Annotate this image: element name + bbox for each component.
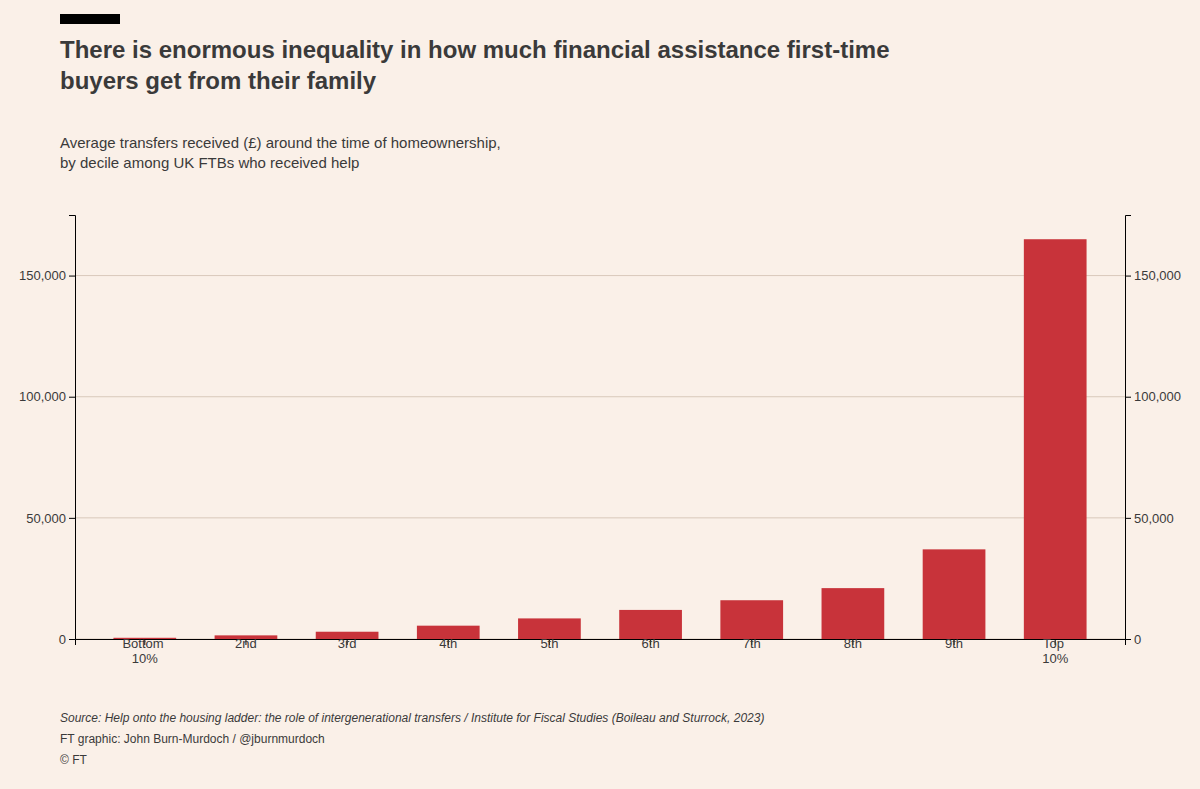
title: There is enormous inequality in how much…: [60, 36, 896, 94]
y2-tick-mark: [1125, 518, 1131, 519]
x-tick: 2nd: [235, 636, 257, 651]
y-axis-line: [69, 216, 76, 640]
bar: [1024, 239, 1087, 639]
x-tick-label: Bottom 10%: [122, 636, 167, 666]
y-tick: 50,000: [26, 511, 75, 526]
y-tick-mark: [69, 639, 75, 640]
y-tick: 100,000: [19, 389, 75, 404]
y2-tick-label: 150,000: [1134, 268, 1181, 283]
y2-tick: 150,000: [1125, 268, 1181, 283]
y2-axis-line: [1126, 216, 1132, 640]
grid-line: [75, 517, 1125, 518]
grid: [75, 276, 1125, 639]
y2-tick-mark: [1125, 276, 1131, 277]
background: [0, 0, 1200, 789]
x-tick: 6th: [642, 636, 660, 651]
brand-bar: [60, 14, 120, 24]
y-tick-label: 100,000: [19, 389, 66, 404]
bar: [720, 600, 783, 639]
x-tick: 3rd: [338, 636, 357, 651]
annotation: FT graphic: John Burn-Murdoch / @jburnmu…: [60, 732, 325, 746]
bars: [113, 239, 1086, 639]
y2-tick-label: 0: [1134, 632, 1141, 647]
y-tick-mark: [69, 397, 75, 398]
x-tick-label: 8th: [844, 636, 862, 651]
x-tick-label: 5th: [540, 636, 558, 651]
y-tick-label: 50,000: [26, 511, 66, 526]
x-tick-label: 9th: [945, 636, 963, 651]
x-tick-label: 4th: [439, 636, 457, 651]
annotation: © FT: [60, 753, 88, 767]
x-tick-label: 6th: [642, 636, 660, 651]
bar: [822, 588, 885, 639]
x-axis: Bottom 10% 2nd 3rd 4th 5th 6th 7th 8th 9th Top 10…: [76, 636, 1126, 666]
y-tick-label: 150,000: [19, 268, 66, 283]
x-tick: 9th: [945, 636, 963, 651]
x-tick: Bottom 10%: [122, 636, 167, 666]
y-tick-mark: [69, 518, 75, 519]
plot: 0 50,000 100,000 150,000 0 50,000 100,000 150,0…: [19, 216, 1181, 666]
y2-tick: 50,000: [1125, 511, 1174, 526]
x-tick-label: 7th: [743, 636, 761, 651]
y-axis: 0 50,000 100,000 150,000: [19, 216, 76, 647]
annotation: Source: Help onto the housing ladder: th…: [60, 711, 764, 725]
x-tick-label: 3rd: [338, 636, 357, 651]
x-tick: 5th: [540, 636, 558, 651]
subtitle: Average transfers received (£) around th…: [60, 134, 505, 171]
x-tick: Top 10%: [1042, 636, 1068, 666]
y2-tick: 100,000: [1125, 389, 1181, 404]
x-tick: 8th: [844, 636, 862, 651]
y-tick: 0: [59, 632, 75, 647]
bar: [619, 610, 682, 639]
y2-axis: 0 50,000 100,000 150,000: [1125, 216, 1181, 647]
y2-tick-label: 100,000: [1134, 389, 1181, 404]
x-tick: 7th: [743, 636, 761, 651]
chart: There is enormous inequality in how much…: [0, 0, 1200, 789]
grid-line: [75, 275, 1125, 276]
x-tick-label: 2nd: [235, 636, 257, 651]
y2-tick: 0: [1125, 632, 1141, 647]
bar: [923, 549, 986, 639]
y2-tick-label: 50,000: [1134, 511, 1174, 526]
y2-tick-mark: [1125, 397, 1131, 398]
grid-line: [75, 396, 1125, 397]
x-tick-label: Top 10%: [1042, 636, 1068, 666]
x-tick: 4th: [439, 636, 457, 651]
y-tick: 150,000: [19, 268, 75, 283]
y-tick-label: 0: [59, 632, 66, 647]
y-tick-mark: [69, 276, 75, 277]
x-axis-line: [76, 640, 1126, 646]
